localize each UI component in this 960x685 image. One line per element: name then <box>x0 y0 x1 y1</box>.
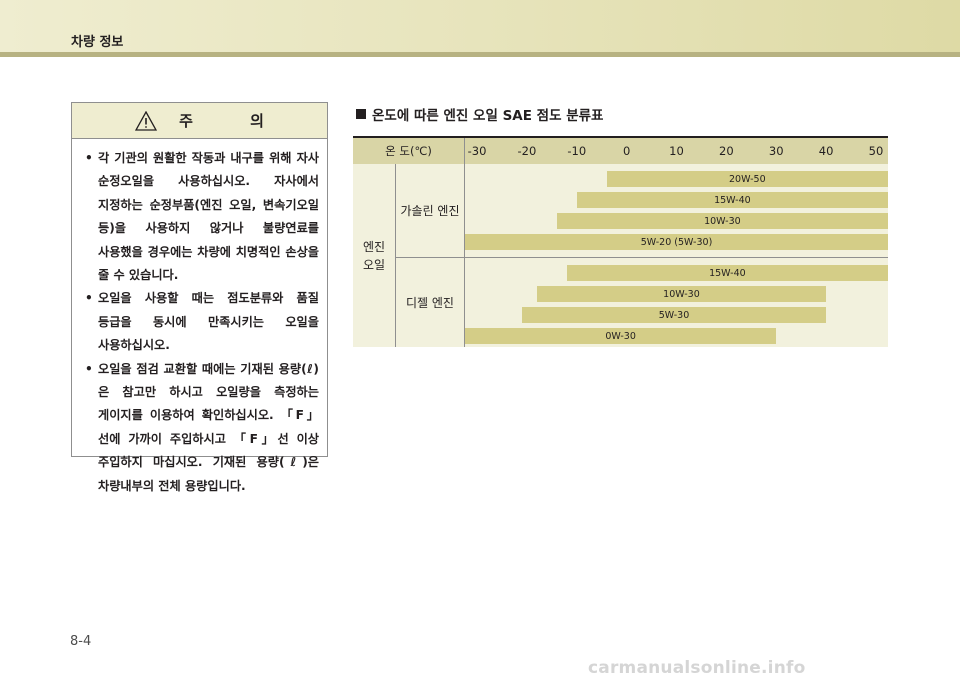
caution-header: 주 의 <box>72 103 327 139</box>
viscosity-bar: 20W-50 <box>606 171 888 187</box>
x-tick-label: 20 <box>719 144 734 158</box>
temperature-label: 온 도(℃) <box>353 138 465 164</box>
bullet-icon: • <box>85 291 93 306</box>
caution-item-text: 오일을 점검 교환할 때에는 기재된 용량(ℓ)은 참고만 하시고 오일량을 측… <box>98 361 319 493</box>
x-tick-label: -10 <box>567 144 587 158</box>
watermark: carmanualsonline.info <box>588 658 806 678</box>
square-bullet-icon <box>356 109 366 119</box>
caution-box: 주 의 • 각 기관의 원활한 작동과 내구를 위해 자사 순정오일을 사용하십시… <box>71 102 328 493</box>
engine-oil-label: 엔진 오일 <box>353 164 396 347</box>
caution-item-text: 각 기관의 원활한 작동과 내구를 위해 자사 순정오일을 사용하십시오. 자사… <box>98 151 319 283</box>
caution-item: • 오일을 점검 교환할 때에는 기재된 용량(ℓ)은 참고만 하시고 오일량을 … <box>82 358 319 498</box>
page-number: 8-4 <box>70 634 92 649</box>
gasoline-engine-label: 가솔린 엔진 <box>396 164 465 258</box>
diesel-bars-area: 15W-40 10W-30 5W-30 0W-30 <box>465 258 888 347</box>
x-tick-label: 30 <box>768 144 784 158</box>
caution-list: • 각 기관의 원활한 작동과 내구를 위해 자사 순정오일을 사용하십시오. 자… <box>72 139 327 498</box>
chapter-title: 차량 정보 <box>71 35 124 50</box>
engine-oil-label-text: 엔진 오일 <box>362 239 386 272</box>
warning-triangle-icon <box>135 110 158 131</box>
x-tick-label: 40 <box>818 144 834 158</box>
caution-item-text: 오일을 사용할 때는 점도분류와 품질 등급을 동시에 만족시키는 오일을 사용… <box>98 291 319 353</box>
header-band <box>0 0 960 52</box>
caution-item: • 각 기관의 원활한 작동과 내구를 위해 자사 순정오일을 사용하십시오. 자… <box>82 147 319 287</box>
section-title-text: 온도에 따른 엔진 오일 SAE 점도 분류표 <box>372 108 604 124</box>
x-tick-label: 10 <box>669 144 684 158</box>
x-tick-label: -20 <box>517 144 537 158</box>
viscosity-bar: 15W-40 <box>566 265 888 281</box>
viscosity-bar: 0W-30 <box>465 328 777 344</box>
diesel-engine-label: 디젤 엔진 <box>396 258 465 347</box>
header-rule <box>0 52 960 57</box>
caution-item: • 오일을 사용할 때는 점도분류와 품질 등급을 동시에 만족시키는 오일을 사… <box>82 287 319 357</box>
viscosity-bar: 5W-30 <box>521 307 827 323</box>
x-tick-label: 50 <box>868 144 884 158</box>
viscosity-bar: 5W-20 (5W-30) <box>465 234 888 250</box>
gasoline-bars-area: 20W-50 15W-40 10W-30 5W-20 (5W-30) <box>465 164 888 258</box>
oil-viscosity-table: 온 도(℃) -30 -20 -10 0 10 20 30 40 50 엔진 오일 가솔린 엔진… <box>353 136 888 347</box>
x-tick-label: -30 <box>467 144 487 158</box>
x-tick-label: 0 <box>622 144 631 158</box>
bullet-icon: • <box>85 361 93 376</box>
viscosity-bar: 10W-30 <box>536 286 827 302</box>
viscosity-bar: 15W-40 <box>576 192 888 208</box>
table-header-row: 온 도(℃) -30 -20 -10 0 10 20 30 40 50 <box>353 138 888 165</box>
viscosity-bar: 10W-30 <box>556 213 888 229</box>
section-heading: 온도에 따른 엔진 오일 SAE 점도 분류표 <box>356 104 603 124</box>
caution-title: 주 의 <box>179 112 290 130</box>
bullet-icon: • <box>85 151 93 165</box>
